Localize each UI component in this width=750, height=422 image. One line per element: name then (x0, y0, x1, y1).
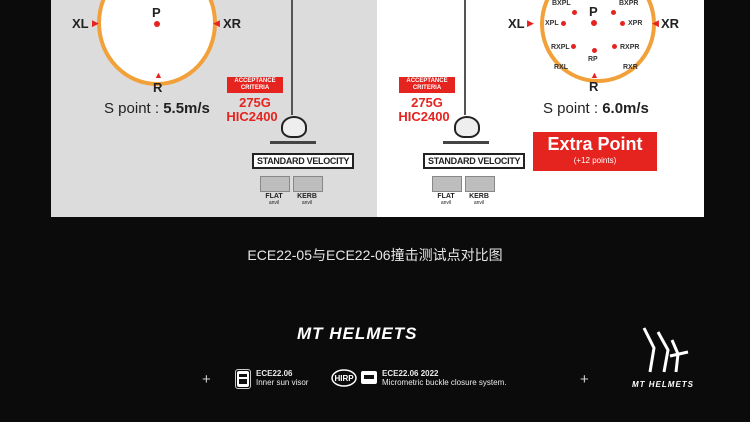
anvil-sub-text: anvil (473, 200, 485, 206)
ece2205-panel: XL ▶ P ◀ XR ▲ R S point : 5.5m/s ACCEPTA… (51, 0, 377, 217)
point-label-r: R (589, 79, 599, 94)
criteria-hic: HIC2400 (398, 109, 450, 124)
point-label-xr: XR (223, 16, 242, 31)
feature-desc-buckle: Micrometric buckle closure system. (382, 378, 507, 387)
hirp-icon: HIRP (331, 369, 357, 387)
extra-point-title: Extra Point (547, 134, 643, 154)
impact-point-rxpr (612, 44, 617, 49)
drop-rig-wire (464, 0, 466, 115)
point-label-xpl: XPL (545, 20, 559, 27)
comparison-caption: ECE22-05与ECE22-06撞击测试点对比图 (247, 247, 503, 263)
drop-plate (270, 141, 316, 144)
speed-prefix: S point : (104, 100, 164, 117)
anvil-sub-text: anvil (440, 200, 452, 206)
kerb-text: KERB (469, 193, 489, 200)
standard-velocity-label: STANDARD VELOCITY (252, 153, 355, 169)
flat-anvil-icon (260, 176, 290, 192)
feature-title-ece2022: ECE22.06 2022 (382, 369, 439, 378)
flat-text: FLAT (437, 193, 455, 200)
speed-value: 5.5m/s (163, 100, 210, 117)
impact-point-p (591, 20, 597, 26)
point-label-rxl: RXL (554, 64, 568, 71)
impact-point-bxpl (572, 10, 577, 15)
buckle-icon (361, 371, 377, 384)
criteria-hic: HIC2400 (226, 109, 278, 124)
acceptance-criteria-badge: ACCEPTANCE CRITERIA (227, 77, 283, 93)
brand-wordmark: MT HELMETS (297, 324, 418, 343)
kerb-anvil-icon (293, 176, 323, 192)
anvil-sub-text: anvil (268, 200, 280, 206)
arrow-right-icon: ▶ (527, 18, 534, 28)
drop-plate (443, 141, 489, 144)
point-label-rxpl: RXPL (551, 44, 570, 51)
arrow-left-icon: ◀ (652, 18, 659, 28)
speed-value: 6.0m/s (602, 100, 649, 117)
point-label-bxpl: BXPL (552, 0, 571, 7)
impact-point-rp (592, 48, 597, 53)
criteria-g: 275G (411, 95, 443, 110)
impact-point-rxpl (571, 44, 576, 49)
drop-rig-wire (291, 0, 293, 115)
kerb-anvil-icon (465, 176, 495, 192)
point-label-rxpr: RXPR (620, 44, 640, 51)
helmet-icon (454, 116, 480, 138)
anvil-sub-text: anvil (301, 200, 313, 206)
impact-point-xpr (620, 21, 625, 26)
point-label-xl: XL (508, 16, 525, 31)
kerb-anvil-label: KERB anvil (464, 193, 494, 207)
s-point-speed: S point : 6.0m/s (543, 100, 649, 117)
kerb-text: KERB (297, 193, 317, 200)
arrow-left-icon: ◀ (213, 18, 220, 28)
logo-wordmark: MT HELMETS (632, 380, 694, 389)
impact-point-p (154, 21, 160, 27)
speed-prefix: S point : (543, 100, 603, 117)
flat-anvil-icon (432, 176, 462, 192)
arrow-up-icon: ▲ (590, 70, 599, 80)
feature-title-ece: ECE22.06 (256, 369, 293, 378)
point-label-rp: RP (588, 56, 598, 63)
impact-point-bxpr (611, 10, 616, 15)
plus-icon: + (580, 371, 589, 388)
mt-logo-icon (642, 327, 689, 373)
point-label-bxpr: BXPR (619, 0, 639, 7)
svg-text:HIRP: HIRP (334, 374, 354, 383)
kerb-anvil-label: KERB anvil (292, 193, 322, 207)
point-label-p: P (589, 4, 598, 19)
point-label-xr: XR (661, 16, 680, 31)
point-label-rxr: RXR (623, 64, 638, 71)
feature-desc-visor: Inner sun visor (256, 378, 309, 387)
point-label-xl: XL (72, 16, 89, 31)
arrow-right-icon: ▶ (92, 18, 99, 28)
s-point-speed: S point : 5.5m/s (104, 100, 210, 117)
point-label-r: R (153, 80, 163, 95)
standard-velocity-label: STANDARD VELOCITY (423, 153, 526, 169)
impact-point-xpl (561, 21, 566, 26)
ece-badge-icon (235, 369, 251, 389)
helmet-icon (281, 116, 307, 138)
extra-point-sub: (+12 points) (573, 156, 617, 165)
ece2206-panel: XL ▶ ◀ XR BXPL P BXPR XPL XPR RXPL RP RX… (377, 0, 704, 217)
plus-icon: + (202, 371, 211, 388)
acceptance-criteria-badge: ACCEPTANCE CRITERIA (399, 77, 455, 93)
criteria-g: 275G (239, 95, 271, 110)
flat-anvil-label: FLAT anvil (431, 193, 461, 207)
point-label-p: P (152, 5, 161, 20)
extra-point-box: Extra Point (+12 points) (533, 132, 657, 171)
flat-anvil-label: FLAT anvil (259, 193, 289, 207)
point-label-xpr: XPR (628, 20, 643, 27)
arrow-up-icon: ▲ (154, 70, 163, 80)
flat-text: FLAT (265, 193, 283, 200)
